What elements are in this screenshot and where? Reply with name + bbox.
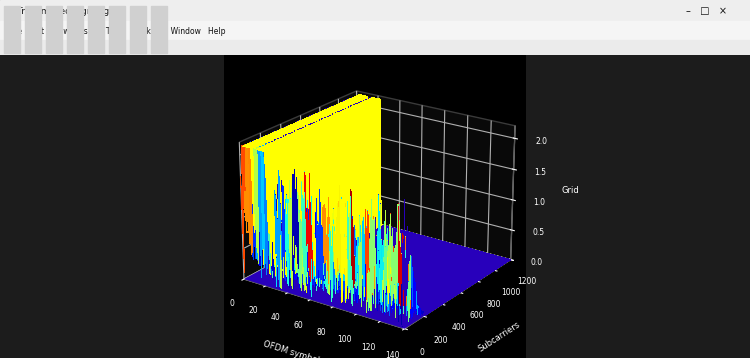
Bar xyxy=(151,6,167,53)
Bar xyxy=(46,6,62,53)
Text: 📊 Transmitted signal grid: 📊 Transmitted signal grid xyxy=(9,7,122,16)
Bar xyxy=(25,6,41,53)
Y-axis label: Subcarriers: Subcarriers xyxy=(477,319,522,353)
Bar xyxy=(130,6,146,53)
Bar xyxy=(109,6,125,53)
Bar xyxy=(0,0,750,21)
X-axis label: OFDM symbols: OFDM symbols xyxy=(262,339,324,358)
Bar xyxy=(0,40,750,55)
Bar xyxy=(0,21,750,40)
Text: –   □   ×: – □ × xyxy=(686,6,728,16)
Text: File   Edit   View   Insert   Tools   Desktop   Window   Help: File Edit View Insert Tools Desktop Wind… xyxy=(9,26,226,35)
Bar xyxy=(88,6,104,53)
Bar xyxy=(67,6,83,53)
Bar xyxy=(4,6,20,53)
